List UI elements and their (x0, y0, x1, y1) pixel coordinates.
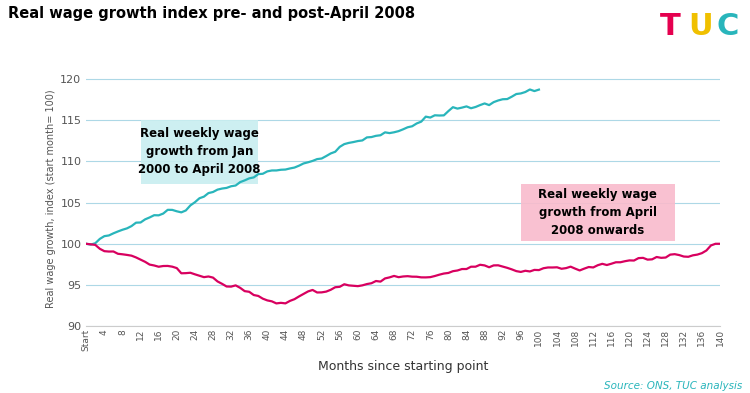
Text: Source: ONS, TUC analysis: Source: ONS, TUC analysis (604, 381, 742, 391)
Y-axis label: Real wage growth, index (start month= 100): Real wage growth, index (start month= 10… (46, 89, 56, 308)
Text: C: C (717, 12, 740, 41)
Text: T: T (660, 12, 681, 41)
FancyBboxPatch shape (140, 120, 258, 184)
FancyBboxPatch shape (520, 184, 675, 241)
Text: Real weekly wage
growth from April
2008 onwards: Real weekly wage growth from April 2008 … (538, 188, 657, 237)
Text: Real wage growth index pre- and post-April 2008: Real wage growth index pre- and post-Apr… (8, 6, 415, 21)
Text: Real weekly wage
growth from Jan
2000 to April 2008: Real weekly wage growth from Jan 2000 to… (138, 127, 261, 176)
Text: U: U (688, 12, 713, 41)
X-axis label: Months since starting point: Months since starting point (318, 360, 488, 373)
